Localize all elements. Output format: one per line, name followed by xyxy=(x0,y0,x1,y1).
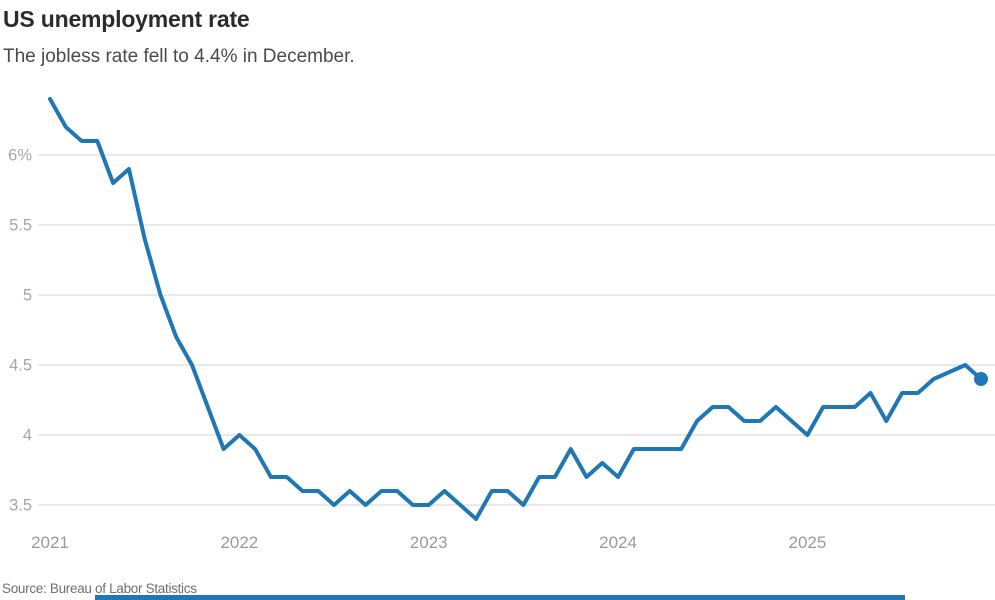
x-tick-label: 2023 xyxy=(410,533,448,552)
footer-accent-bar xyxy=(95,595,905,600)
end-point-dot xyxy=(974,372,988,386)
trend-line xyxy=(48,97,983,521)
y-tick-label: 4.5 xyxy=(9,357,32,375)
x-tick-label: 2025 xyxy=(789,533,827,552)
y-tick-label: 6% xyxy=(8,147,32,165)
y-tick-label: 4 xyxy=(23,427,32,445)
chart-title: US unemployment rate xyxy=(3,6,250,32)
chart-subtitle: The jobless rate fell to 4.4% in Decembe… xyxy=(3,46,355,67)
x-tick-label: 2021 xyxy=(31,533,69,552)
y-tick-label: 5 xyxy=(23,287,32,305)
y-tick-label: 3.5 xyxy=(9,497,32,515)
x-tick-label: 2024 xyxy=(599,533,637,552)
x-tick-label: 2022 xyxy=(220,533,258,552)
y-tick-label: 5.5 xyxy=(9,217,32,235)
source-text: Source: Bureau of Labor Statistics xyxy=(2,581,197,596)
